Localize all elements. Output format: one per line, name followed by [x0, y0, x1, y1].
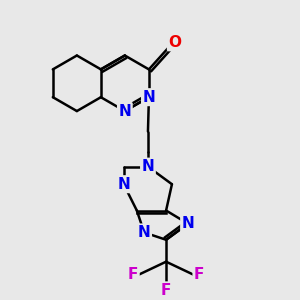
Text: N: N [118, 103, 131, 118]
Text: N: N [142, 159, 154, 174]
Text: N: N [138, 225, 151, 240]
Text: F: F [128, 267, 138, 282]
Text: N: N [182, 216, 194, 231]
Text: F: F [161, 283, 171, 298]
Text: N: N [117, 177, 130, 192]
Text: F: F [194, 267, 204, 282]
Text: N: N [142, 90, 155, 105]
Text: O: O [168, 35, 182, 50]
